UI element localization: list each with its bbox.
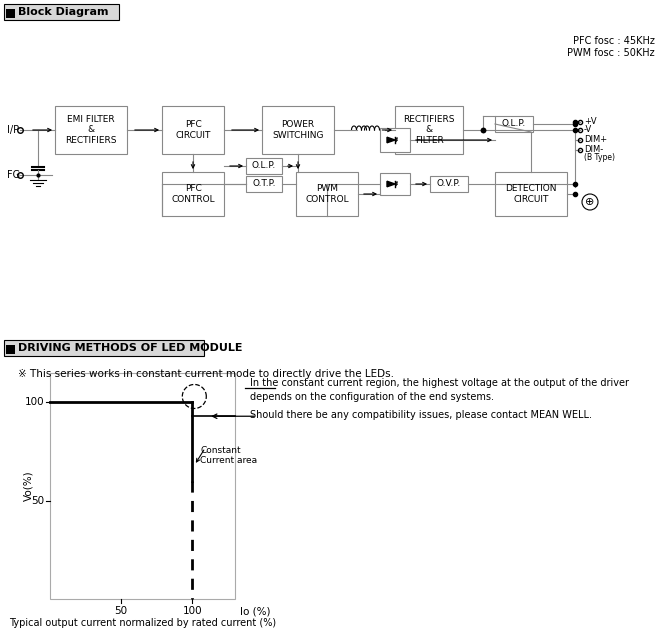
FancyBboxPatch shape [430,176,468,192]
Text: O.L.P.: O.L.P. [252,162,276,171]
Text: EMI FILTER
&
RECTIFIERS: EMI FILTER & RECTIFIERS [65,115,117,145]
Polygon shape [387,181,395,187]
Text: ⊕: ⊕ [586,197,595,207]
Text: PFC fosc : 45KHz
PWM fosc : 50KHz: PFC fosc : 45KHz PWM fosc : 50KHz [567,36,655,58]
Text: Typical output current normalized by rated current (%): Typical output current normalized by rat… [9,618,276,628]
Text: DRIVING METHODS OF LED MODULE: DRIVING METHODS OF LED MODULE [18,343,243,353]
FancyBboxPatch shape [246,176,282,192]
Text: Constant
Current area: Constant Current area [200,445,257,465]
Text: 50: 50 [115,606,128,616]
FancyBboxPatch shape [262,106,334,154]
Text: I/P: I/P [7,125,19,135]
Text: 100: 100 [24,397,44,408]
Polygon shape [387,137,395,143]
Text: Io (%): Io (%) [240,606,271,616]
FancyBboxPatch shape [296,172,358,216]
Text: ※ This series works in constant current mode to directly drive the LEDs.: ※ This series works in constant current … [18,369,394,379]
Text: PFC
CIRCUIT: PFC CIRCUIT [176,121,210,140]
Text: RECTIFIERS
&
FILTER: RECTIFIERS & FILTER [403,115,455,145]
Text: In the constant current region, the highest voltage at the output of the driver: In the constant current region, the high… [250,378,629,388]
Text: DIM-: DIM- [584,146,603,154]
FancyBboxPatch shape [162,106,224,154]
FancyBboxPatch shape [4,4,119,20]
Text: PFC
CONTROL: PFC CONTROL [172,185,215,204]
Text: Vo(%): Vo(%) [23,470,33,501]
Text: Should there be any compatibility issues, please contact MEAN WELL.: Should there be any compatibility issues… [250,410,592,420]
Text: O.L.P.: O.L.P. [502,119,526,128]
Text: (B Type): (B Type) [584,153,615,163]
Text: O.V.P.: O.V.P. [437,179,461,188]
Text: depends on the configuration of the end systems.: depends on the configuration of the end … [250,392,494,402]
FancyBboxPatch shape [162,172,224,216]
Text: 50: 50 [31,495,44,506]
Text: +V: +V [584,117,596,126]
FancyBboxPatch shape [50,373,235,599]
FancyBboxPatch shape [6,345,15,354]
FancyBboxPatch shape [6,9,15,18]
Text: DETECTION
CIRCUIT: DETECTION CIRCUIT [505,185,557,204]
Text: DIM+: DIM+ [584,135,607,144]
FancyBboxPatch shape [246,158,282,174]
FancyBboxPatch shape [395,106,463,154]
Text: PWM
CONTROL: PWM CONTROL [306,185,349,204]
FancyBboxPatch shape [380,173,410,195]
Text: FG: FG [7,170,20,180]
Text: O.T.P.: O.T.P. [252,179,276,188]
FancyBboxPatch shape [495,172,567,216]
FancyBboxPatch shape [4,340,204,356]
Text: 100: 100 [182,606,202,616]
FancyBboxPatch shape [495,116,533,132]
Text: -V: -V [584,126,592,135]
Text: Block Diagram: Block Diagram [18,7,109,17]
FancyBboxPatch shape [55,106,127,154]
FancyBboxPatch shape [380,128,410,152]
Text: POWER
SWITCHING: POWER SWITCHING [272,121,324,140]
